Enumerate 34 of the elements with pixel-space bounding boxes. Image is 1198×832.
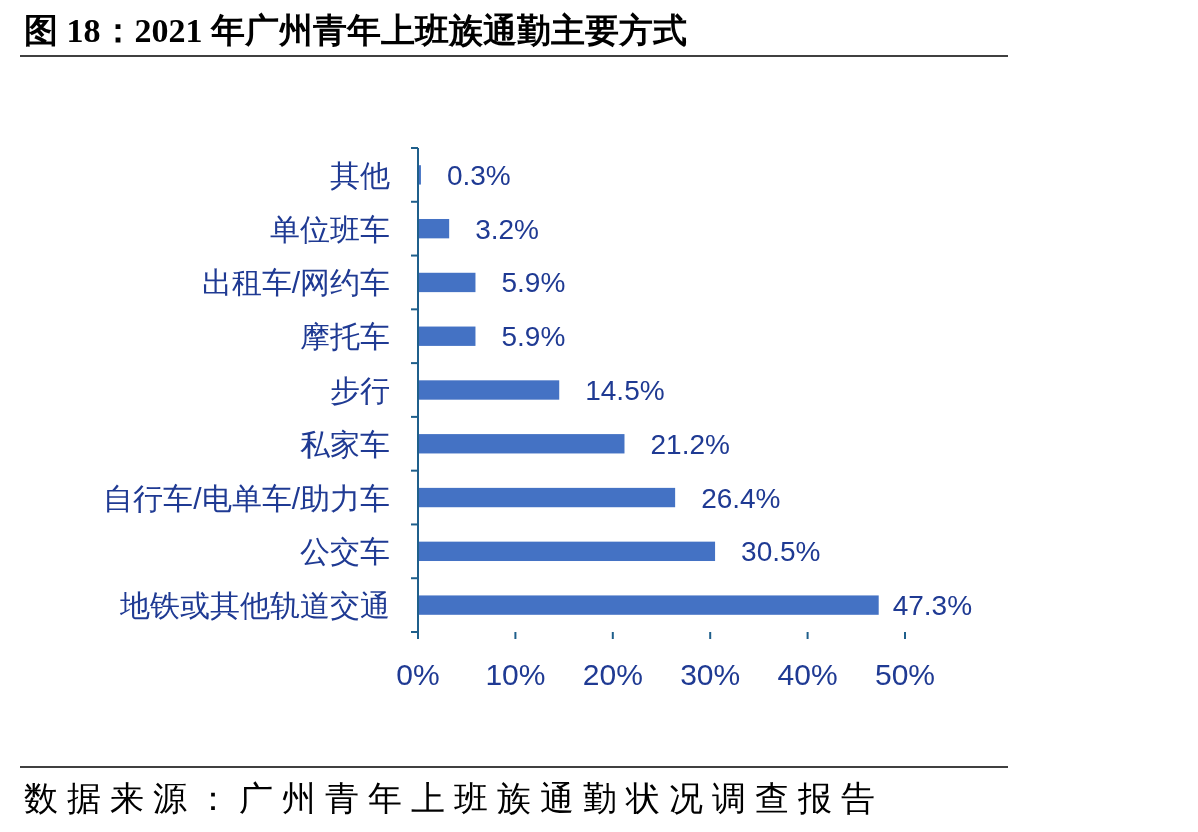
bar bbox=[418, 541, 716, 562]
bar bbox=[418, 380, 560, 400]
x-tick-label: 10% bbox=[485, 658, 546, 691]
bar bbox=[418, 218, 450, 239]
data-label: 26.4% bbox=[701, 482, 781, 514]
bar bbox=[418, 272, 476, 293]
data-label: 30.5% bbox=[741, 536, 821, 568]
bar bbox=[418, 326, 476, 346]
source-note: 数据来源：广州青年上班族通勤状况调查报告 bbox=[24, 780, 884, 817]
data-label: 3.2% bbox=[475, 213, 539, 245]
data-label: 0.3% bbox=[446, 159, 511, 191]
data-label: 47.3% bbox=[892, 590, 973, 622]
bar bbox=[418, 595, 879, 615]
bar bbox=[418, 487, 676, 508]
x-tick-label: 40% bbox=[777, 658, 838, 691]
y-tick-label: 其他 bbox=[330, 158, 390, 192]
y-tick-label: 公交车 bbox=[300, 535, 390, 569]
x-tick-label: 20% bbox=[582, 658, 643, 691]
y-tick-label: 私家车 bbox=[300, 427, 390, 461]
bar bbox=[418, 434, 625, 454]
y-tick-label: 地铁或其他轨道交通 bbox=[119, 589, 390, 623]
chart-title: 图 18：2021 年广州青年上班族通勤主要方式 bbox=[24, 12, 687, 49]
y-tick-label: 自行车/电单车/助力车 bbox=[103, 481, 390, 515]
y-tick-label: 单位班车 bbox=[270, 212, 390, 246]
y-tick-label: 出租车/网约车 bbox=[201, 266, 390, 300]
x-tick-label: 0% bbox=[396, 658, 440, 691]
data-label: 21.2% bbox=[650, 428, 730, 460]
x-tick-label: 30% bbox=[680, 658, 741, 691]
data-label: 5.9% bbox=[501, 267, 566, 299]
y-tick-label: 步行 bbox=[330, 374, 390, 407]
y-tick-label: 摩托车 bbox=[300, 320, 390, 354]
data-label: 5.9% bbox=[501, 321, 566, 353]
x-tick-label: 50% bbox=[874, 658, 936, 691]
data-label: 14.5% bbox=[585, 375, 665, 406]
